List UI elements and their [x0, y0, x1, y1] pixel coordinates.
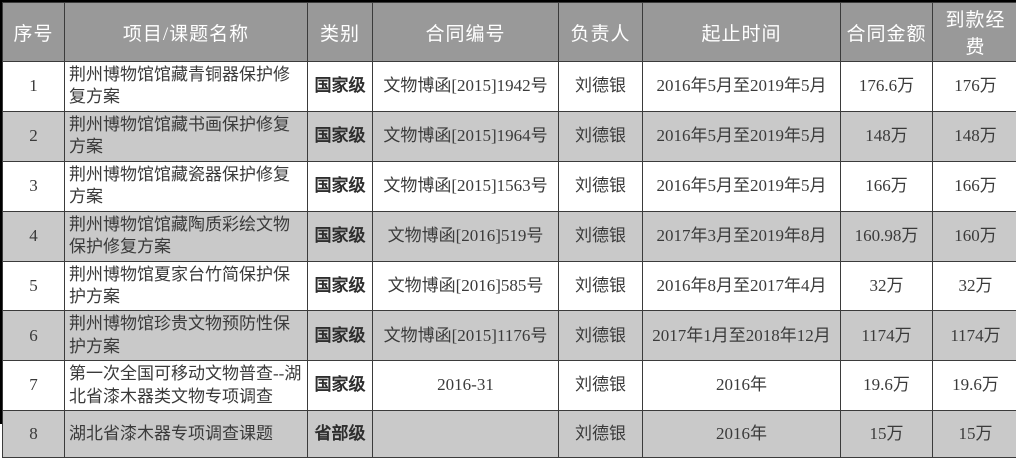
column-header-received: 到款经费 [933, 3, 1016, 62]
table-header: 序号 项目/课题名称 类别 合同编号 负责人 起止时间 合同金额 到款经费 [3, 3, 1016, 62]
cell-person: 刘德银 [559, 411, 643, 458]
header-row: 序号 项目/课题名称 类别 合同编号 负责人 起止时间 合同金额 到款经费 [3, 3, 1016, 62]
cell-contract: 2016-31 [373, 361, 559, 411]
cell-person: 刘德银 [559, 62, 643, 112]
cell-period: 2017年1月至2018年12月 [643, 311, 841, 361]
cell-received: 1174万 [933, 311, 1016, 361]
cell-received: 15万 [933, 411, 1016, 458]
cell-category: 国家级 [308, 361, 373, 411]
cell-index: 5 [3, 261, 65, 311]
cell-period: 2016年5月至2019年5月 [643, 161, 841, 211]
cell-received: 19.6万 [933, 361, 1016, 411]
cell-period: 2016年8月至2017年4月 [643, 261, 841, 311]
cell-name: 荆州博物馆馆藏书画保护修复方案 [65, 111, 308, 161]
cell-contract: 文物博函[2015]1964号 [373, 111, 559, 161]
cell-contract: 文物博函[2016]519号 [373, 211, 559, 261]
table-row: 3 荆州博物馆馆藏瓷器保护修复方案 国家级 文物博函[2015]1563号 刘德… [3, 161, 1016, 211]
cell-period: 2016年5月至2019年5月 [643, 62, 841, 112]
cell-contract [373, 411, 559, 458]
table-row: 4 荆州博物馆馆藏陶质彩绘文物保护修复方案 国家级 文物博函[2016]519号… [3, 211, 1016, 261]
cell-category: 国家级 [308, 62, 373, 112]
cell-period: 2016年 [643, 411, 841, 458]
column-header-period: 起止时间 [643, 3, 841, 62]
table-row: 1 荆州博物馆馆藏青铜器保护修复方案 国家级 文物博函[2015]1942号 刘… [3, 62, 1016, 112]
cell-index: 6 [3, 311, 65, 361]
cell-received: 160万 [933, 211, 1016, 261]
cell-index: 7 [3, 361, 65, 411]
cell-index: 1 [3, 62, 65, 112]
table-row: 2 荆州博物馆馆藏书画保护修复方案 国家级 文物博函[2015]1964号 刘德… [3, 111, 1016, 161]
cell-name: 荆州博物馆馆藏瓷器保护修复方案 [65, 161, 308, 211]
table-row: 5 荆州博物馆夏家台竹简保护保护方案 国家级 文物博函[2016]585号 刘德… [3, 261, 1016, 311]
cell-person: 刘德银 [559, 261, 643, 311]
cell-person: 刘德银 [559, 361, 643, 411]
cell-index: 8 [3, 411, 65, 458]
cell-category: 国家级 [308, 311, 373, 361]
cell-index: 2 [3, 111, 65, 161]
cell-person: 刘德银 [559, 311, 643, 361]
cell-received: 148万 [933, 111, 1016, 161]
cell-name: 荆州博物馆珍贵文物预防性保护方案 [65, 311, 308, 361]
column-header-name: 项目/课题名称 [65, 3, 308, 62]
cell-amount: 32万 [841, 261, 933, 311]
cell-person: 刘德银 [559, 211, 643, 261]
cell-person: 刘德银 [559, 111, 643, 161]
column-header-contract: 合同编号 [373, 3, 559, 62]
table-row: 8 湖北省漆木器专项调查课题 省部级 刘德银 2016年 15万 15万 [3, 411, 1016, 458]
cell-received: 166万 [933, 161, 1016, 211]
cell-amount: 176.6万 [841, 62, 933, 112]
cell-contract: 文物博函[2016]585号 [373, 261, 559, 311]
cell-received: 32万 [933, 261, 1016, 311]
cell-name: 荆州博物馆夏家台竹简保护保护方案 [65, 261, 308, 311]
cell-index: 4 [3, 211, 65, 261]
cell-name: 荆州博物馆馆藏青铜器保护修复方案 [65, 62, 308, 112]
column-header-amount: 合同金额 [841, 3, 933, 62]
cell-contract: 文物博函[2015]1942号 [373, 62, 559, 112]
cell-contract: 文物博函[2015]1176号 [373, 311, 559, 361]
cell-amount: 166万 [841, 161, 933, 211]
column-header-person: 负责人 [559, 3, 643, 62]
column-header-index: 序号 [3, 3, 65, 62]
cell-amount: 15万 [841, 411, 933, 458]
cell-period: 2016年5月至2019年5月 [643, 111, 841, 161]
cell-period: 2016年 [643, 361, 841, 411]
cell-category: 省部级 [308, 411, 373, 458]
cell-index: 3 [3, 161, 65, 211]
cell-name: 湖北省漆木器专项调查课题 [65, 411, 308, 458]
cell-amount: 19.6万 [841, 361, 933, 411]
table-row: 6 荆州博物馆珍贵文物预防性保护方案 国家级 文物博函[2015]1176号 刘… [3, 311, 1016, 361]
cell-category: 国家级 [308, 161, 373, 211]
table-row: 7 第一次全国可移动文物普查--湖北省漆木器类文物专项调查 国家级 2016-3… [3, 361, 1016, 411]
column-header-category: 类别 [308, 3, 373, 62]
cell-contract: 文物博函[2015]1563号 [373, 161, 559, 211]
cell-name: 第一次全国可移动文物普查--湖北省漆木器类文物专项调查 [65, 361, 308, 411]
project-table-container: 序号 项目/课题名称 类别 合同编号 负责人 起止时间 合同金额 到款经费 1 … [0, 0, 1016, 424]
cell-person: 刘德银 [559, 161, 643, 211]
cell-category: 国家级 [308, 211, 373, 261]
cell-name: 荆州博物馆馆藏陶质彩绘文物保护修复方案 [65, 211, 308, 261]
cell-category: 国家级 [308, 111, 373, 161]
table-body: 1 荆州博物馆馆藏青铜器保护修复方案 国家级 文物博函[2015]1942号 刘… [3, 62, 1016, 458]
cell-amount: 160.98万 [841, 211, 933, 261]
cell-amount: 148万 [841, 111, 933, 161]
cell-amount: 1174万 [841, 311, 933, 361]
cell-received: 176万 [933, 62, 1016, 112]
cell-category: 国家级 [308, 261, 373, 311]
cell-period: 2017年3月至2019年8月 [643, 211, 841, 261]
